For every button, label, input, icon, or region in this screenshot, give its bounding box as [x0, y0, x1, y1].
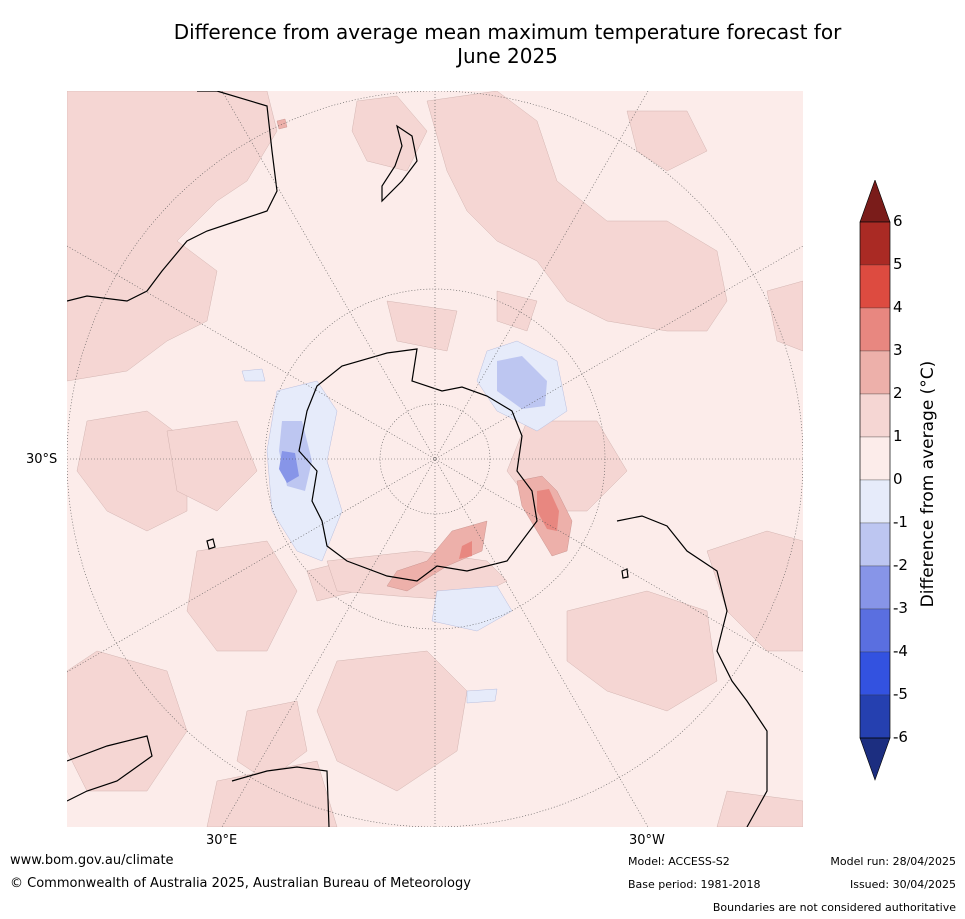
- colorbar-title: Difference from average (°C): [918, 360, 938, 608]
- anomaly-warm-1-2: [67, 91, 803, 827]
- lon-label-30e: 30°E: [206, 833, 238, 848]
- map-svg: [67, 91, 803, 827]
- colorbar-tick-label: 6: [893, 212, 903, 230]
- footer-disclaimer: Boundaries are not considered authoritat…: [712, 901, 956, 914]
- colorbar-svg: [859, 179, 891, 781]
- colorbar-tick-label: 3: [893, 341, 903, 359]
- footer-issued: Issued: 30/04/2025: [849, 878, 956, 891]
- colorbar-segment: [859, 694, 891, 739]
- colorbar-segment: [859, 393, 891, 438]
- footer-model: Model: ACCESS-S2: [628, 855, 730, 868]
- colorbar-tick-label: 2: [893, 384, 903, 402]
- graticule: [67, 91, 803, 827]
- colorbar-segment: [859, 565, 891, 610]
- map-title: Difference from average mean maximum tem…: [60, 20, 955, 68]
- colorbar-segment: [859, 479, 891, 524]
- lon-label-30w: 30°W: [629, 833, 665, 848]
- colorbar-segment: [859, 264, 891, 309]
- anomaly-warm-3-4: [459, 489, 559, 559]
- colorbar-segment: [859, 350, 891, 395]
- colorbar-tick-label: -6: [893, 728, 908, 746]
- forecast-map[interactable]: [67, 91, 803, 827]
- colorbar-segment: [859, 221, 891, 266]
- colorbar-segment: [859, 436, 891, 481]
- colorbar-tick-label: 1: [893, 427, 903, 445]
- lat-label-30s: 30°S: [26, 452, 58, 467]
- footer-copyright: © Commonwealth of Australia 2025, Austra…: [10, 876, 471, 891]
- colorbar-tick-label: -5: [893, 685, 908, 703]
- colorbar-tick-label: 0: [893, 470, 903, 488]
- colorbar-segment: [859, 307, 891, 352]
- footer-base-period: Base period: 1981-2018: [628, 878, 761, 891]
- colorbar-tick-label: -4: [893, 642, 908, 660]
- footer-model-run: Model run: 28/04/2025: [830, 855, 956, 868]
- footer-website[interactable]: www.bom.gov.au/climate: [10, 853, 174, 868]
- colorbar-extend-max: [859, 179, 891, 223]
- colorbar-tick-label: 5: [893, 255, 903, 273]
- colorbar-segment: [859, 522, 891, 567]
- colorbar-segment: [859, 651, 891, 696]
- colorbar-tick-label: -2: [893, 556, 908, 574]
- title-line-1: Difference from average mean maximum tem…: [173, 20, 842, 44]
- colorbar: [855, 179, 895, 785]
- coastlines: [67, 91, 768, 827]
- colorbar-segment: [859, 608, 891, 653]
- colorbar-tick-label: -3: [893, 599, 908, 617]
- colorbar-tick-label: -1: [893, 513, 908, 531]
- title-line-2: June 2025: [457, 44, 558, 68]
- colorbar-extend-min: [859, 737, 891, 781]
- colorbar-tick-label: 4: [893, 298, 903, 316]
